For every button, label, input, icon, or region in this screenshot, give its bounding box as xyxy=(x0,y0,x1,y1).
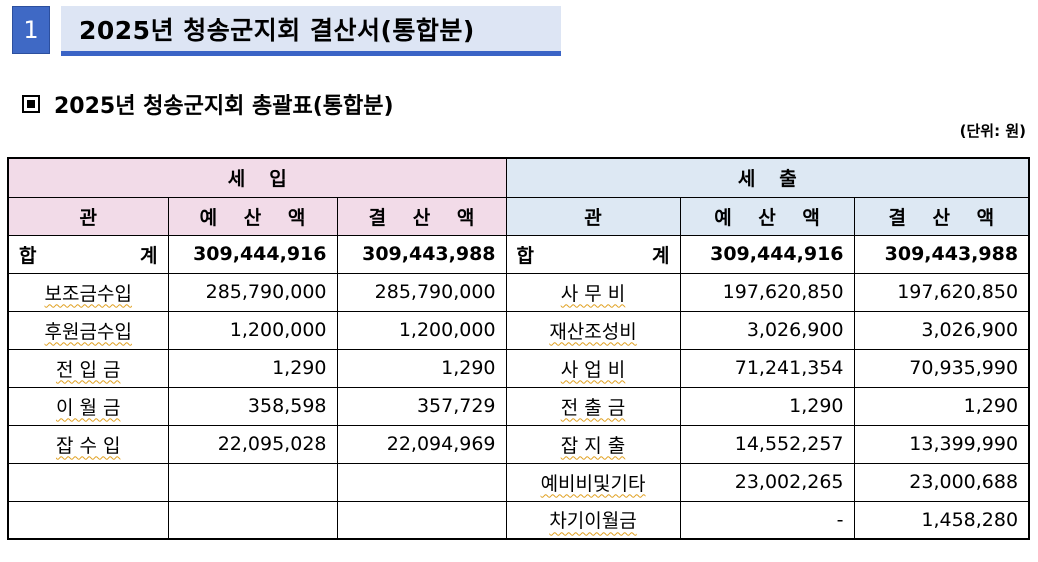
expense-category-cell: 사 무 비 xyxy=(560,282,626,305)
expense-category-cell: 전 출 금 xyxy=(560,396,626,419)
section-number-badge: 1 xyxy=(12,6,50,54)
income-category-cell xyxy=(7,500,169,540)
income-budget-cell xyxy=(167,500,338,540)
expense-budget-cell: - xyxy=(679,500,855,540)
table-row: 예비비및기타 23,002,265 23,000,688 xyxy=(7,462,1030,502)
income-budget-cell: 309,444,916 xyxy=(167,234,338,274)
income-settlement-cell xyxy=(336,500,507,540)
income-category-cell xyxy=(7,462,169,502)
expense-category-cell: 예비비및기타 xyxy=(540,472,646,495)
table-row: 전 입 금 1,290 1,290 사 업 비 71,241,354 70,93… xyxy=(7,348,1030,388)
expense-settlement-cell: 23,000,688 xyxy=(853,462,1030,502)
expense-budget-cell: 1,290 xyxy=(679,386,855,426)
income-budget-cell: 22,095,028 xyxy=(167,424,338,464)
expense-category-cell: 사 업 비 xyxy=(560,358,626,381)
income-category-cell: 보조금수입 xyxy=(44,282,132,305)
unit-label: (단위: 원) xyxy=(959,122,1026,140)
summary-table: 세입 세출 관 예 산 액 결 산 액 관 예 산 액 결 산 액 합 계 30… xyxy=(7,157,1031,540)
income-budget-cell: 1,290 xyxy=(167,348,338,388)
expense-budget-cell: 14,552,257 xyxy=(679,424,855,464)
square-bullet-icon xyxy=(22,95,40,113)
expense-settlement-cell: 309,443,988 xyxy=(853,234,1030,274)
income-budget-cell: 285,790,000 xyxy=(167,272,338,312)
expense-budget-cell: 309,444,916 xyxy=(679,234,855,274)
document-title: 2025년 청송군지회 결산서(통합분) xyxy=(61,6,561,56)
expense-category-cell: 차기이월금 xyxy=(549,510,637,533)
expense-category-cell: 합 계 xyxy=(505,234,681,274)
income-category-header: 관 xyxy=(7,196,169,236)
income-settlement-header: 결 산 액 xyxy=(336,196,507,236)
table-row: 잡 수 입 22,095,028 22,094,969 잡 지 출 14,552… xyxy=(7,424,1030,464)
expense-budget-cell: 3,026,900 xyxy=(679,310,855,350)
income-category-cell: 합 계 xyxy=(7,234,169,274)
income-category-cell: 이 월 금 xyxy=(55,396,121,419)
table-row: 차기이월금 - 1,458,280 xyxy=(7,500,1030,540)
summary-heading-text: 2025년 청송군지회 총괄표(통합분) xyxy=(54,94,394,119)
income-settlement-cell xyxy=(336,462,507,502)
expense-category-cell: 재산조성비 xyxy=(549,320,637,343)
expense-category-header: 관 xyxy=(505,196,681,236)
income-budget-header: 예 산 액 xyxy=(167,196,338,236)
income-settlement-cell: 1,290 xyxy=(336,348,507,388)
section-header: 1 2025년 청송군지회 결산서(통합분) xyxy=(12,6,561,58)
income-budget-cell: 1,200,000 xyxy=(167,310,338,350)
expense-settlement-cell: 1,290 xyxy=(853,386,1030,426)
income-settlement-cell: 285,790,000 xyxy=(336,272,507,312)
expense-budget-cell: 71,241,354 xyxy=(679,348,855,388)
expense-settlement-cell: 1,458,280 xyxy=(853,500,1030,540)
expense-group-header: 세출 xyxy=(505,157,1030,198)
income-budget-cell xyxy=(167,462,338,502)
income-settlement-cell: 357,729 xyxy=(336,386,507,426)
income-group-header: 세입 xyxy=(7,157,507,198)
summary-heading: 2025년 청송군지회 총괄표(통합분) xyxy=(22,88,394,120)
expense-settlement-cell: 70,935,990 xyxy=(853,348,1030,388)
total-row: 합 계 309,444,916 309,443,988 합 계 309,444,… xyxy=(7,234,1030,274)
expense-settlement-cell: 13,399,990 xyxy=(853,424,1030,464)
income-settlement-cell: 1,200,000 xyxy=(336,310,507,350)
income-category-cell: 전 입 금 xyxy=(55,358,121,381)
expense-budget-cell: 197,620,850 xyxy=(679,272,855,312)
income-settlement-cell: 22,094,969 xyxy=(336,424,507,464)
expense-budget-cell: 23,002,265 xyxy=(679,462,855,502)
income-settlement-cell: 309,443,988 xyxy=(336,234,507,274)
table-row: 이 월 금 358,598 357,729 전 출 금 1,290 1,290 xyxy=(7,386,1030,426)
table-row: 후원금수입 1,200,000 1,200,000 재산조성비 3,026,90… xyxy=(7,310,1030,350)
expense-settlement-cell: 197,620,850 xyxy=(853,272,1030,312)
table-row: 보조금수입 285,790,000 285,790,000 사 무 비 197,… xyxy=(7,272,1030,312)
expense-settlement-cell: 3,026,900 xyxy=(853,310,1030,350)
expense-settlement-header: 결 산 액 xyxy=(853,196,1030,236)
expense-category-cell: 잡 지 출 xyxy=(560,434,626,457)
income-category-cell: 잡 수 입 xyxy=(55,434,121,457)
income-category-cell: 후원금수입 xyxy=(44,320,132,343)
expense-budget-header: 예 산 액 xyxy=(679,196,855,236)
income-budget-cell: 358,598 xyxy=(167,386,338,426)
